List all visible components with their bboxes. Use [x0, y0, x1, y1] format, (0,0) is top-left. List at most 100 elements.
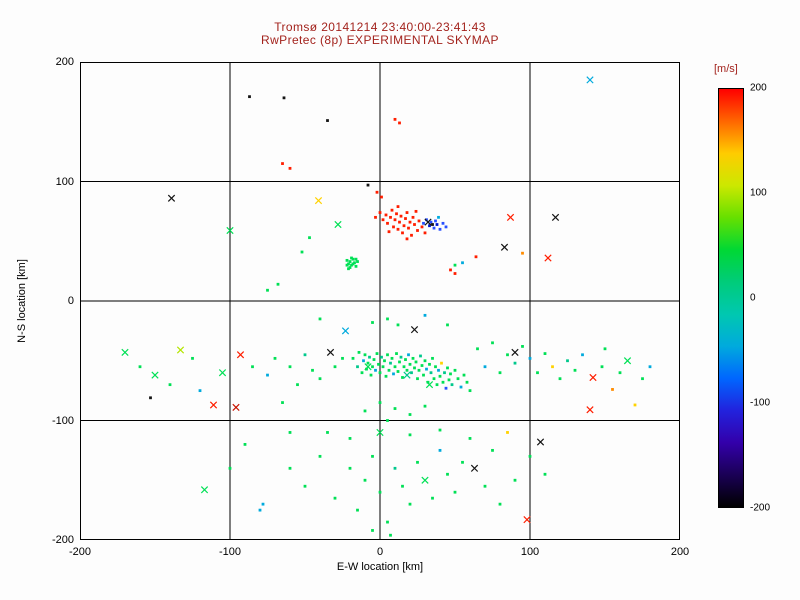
x-axis-label: E-W location [km]	[336, 561, 424, 573]
scatter-point-x	[200, 486, 209, 494]
scatter-point	[347, 267, 350, 271]
scatter-point-x	[586, 76, 594, 84]
scatter-point	[449, 372, 452, 376]
scatter-point	[191, 356, 194, 360]
scatter-point	[351, 356, 355, 360]
scatter-point	[611, 388, 614, 391]
scatter-point	[363, 409, 367, 413]
scatter-point	[390, 356, 394, 360]
scatter-point	[401, 231, 404, 235]
scatter-point	[536, 371, 539, 375]
scatter-point	[266, 288, 269, 292]
scatter-point	[371, 529, 374, 532]
scatter-point	[528, 356, 532, 360]
scatter-point-x	[167, 194, 176, 202]
scatter-point	[318, 377, 322, 381]
scatter-point	[333, 365, 337, 369]
scatter-point	[258, 508, 262, 512]
colorbar-tick-label: 200	[750, 82, 767, 94]
scatter-point	[380, 355, 383, 359]
scatter-point	[407, 226, 410, 230]
scatter-point	[371, 321, 374, 324]
scatter-point	[399, 214, 403, 218]
scatter-point	[434, 365, 437, 369]
scatter-point-x	[589, 373, 597, 382]
y-tick-label: 0	[67, 295, 74, 307]
scatter-point-x	[586, 406, 594, 414]
scatter-point	[348, 266, 352, 269]
scatter-point	[461, 261, 464, 265]
scatter-point	[618, 371, 622, 375]
scatter-point	[420, 364, 424, 367]
scatter-point	[443, 371, 446, 375]
scatter-point	[459, 385, 463, 389]
plot-area	[80, 62, 680, 540]
scatter-point	[395, 212, 398, 216]
scatter-point	[288, 466, 292, 470]
scatter-point-x	[421, 476, 429, 484]
scatter-point	[356, 508, 359, 512]
scatter-point	[419, 354, 422, 358]
scatter-point	[378, 211, 382, 214]
scatter-point	[431, 496, 434, 500]
scatter-point-x	[326, 348, 335, 357]
scatter-point	[149, 396, 152, 400]
scatter-point	[408, 362, 412, 366]
scatter-point	[404, 217, 407, 220]
x-tick-label: 0	[376, 546, 384, 558]
scatter-point	[138, 365, 142, 369]
scatter-point	[581, 353, 584, 357]
scatter-point	[446, 323, 449, 327]
y-tick-label: -200	[51, 534, 74, 546]
scatter-point	[282, 96, 286, 100]
scatter-point-x	[623, 357, 632, 365]
scatter-point	[600, 365, 604, 369]
scatter-point	[408, 433, 412, 437]
scatter-point	[354, 264, 358, 268]
scatter-point	[303, 484, 307, 488]
scatter-point	[432, 377, 436, 381]
colorbar-tick-label: 0	[750, 292, 756, 304]
scatter-point	[641, 377, 644, 381]
scatter-point	[389, 361, 392, 365]
scatter-point-x	[523, 516, 531, 524]
scatter-point-x	[226, 226, 234, 235]
scatter-point-x	[410, 326, 419, 334]
scatter-point	[401, 376, 404, 379]
scatter-point	[453, 263, 457, 267]
scatter-point	[423, 359, 427, 363]
scatter-point	[380, 195, 383, 199]
scatter-point	[351, 262, 355, 266]
x-tick-label: 100	[520, 546, 540, 558]
scatter-point	[396, 370, 400, 373]
scatter-point	[476, 347, 479, 351]
scatter-point	[354, 257, 358, 261]
scatter-point	[453, 272, 457, 275]
scatter-point	[414, 209, 418, 213]
scatter-point	[372, 358, 376, 361]
scatter-point	[356, 260, 359, 263]
chart-title: Tromsø 20141214 23:40:00-23:41:43	[274, 20, 486, 34]
scatter-point	[426, 380, 430, 384]
scatter-point	[393, 218, 397, 222]
x-tick-label: 200	[670, 546, 690, 558]
scatter-point	[441, 221, 445, 225]
scatter-point	[408, 220, 412, 224]
scatter-point-x	[121, 348, 129, 357]
scatter-point	[381, 218, 385, 222]
scatter-point-x	[236, 351, 245, 359]
scatter-point	[366, 361, 370, 365]
scatter-point-x	[334, 220, 342, 229]
scatter-point	[521, 251, 524, 255]
scatter-point	[228, 466, 232, 470]
scatter-point	[300, 250, 304, 254]
scatter-point	[423, 231, 427, 235]
scatter-point	[375, 190, 379, 194]
scatter-point-x	[341, 327, 350, 335]
colorbar	[718, 88, 744, 508]
y-tick-label: 200	[55, 56, 74, 68]
scatter-point	[296, 383, 299, 387]
scatter-point	[444, 386, 448, 390]
scatter-point	[410, 371, 413, 375]
